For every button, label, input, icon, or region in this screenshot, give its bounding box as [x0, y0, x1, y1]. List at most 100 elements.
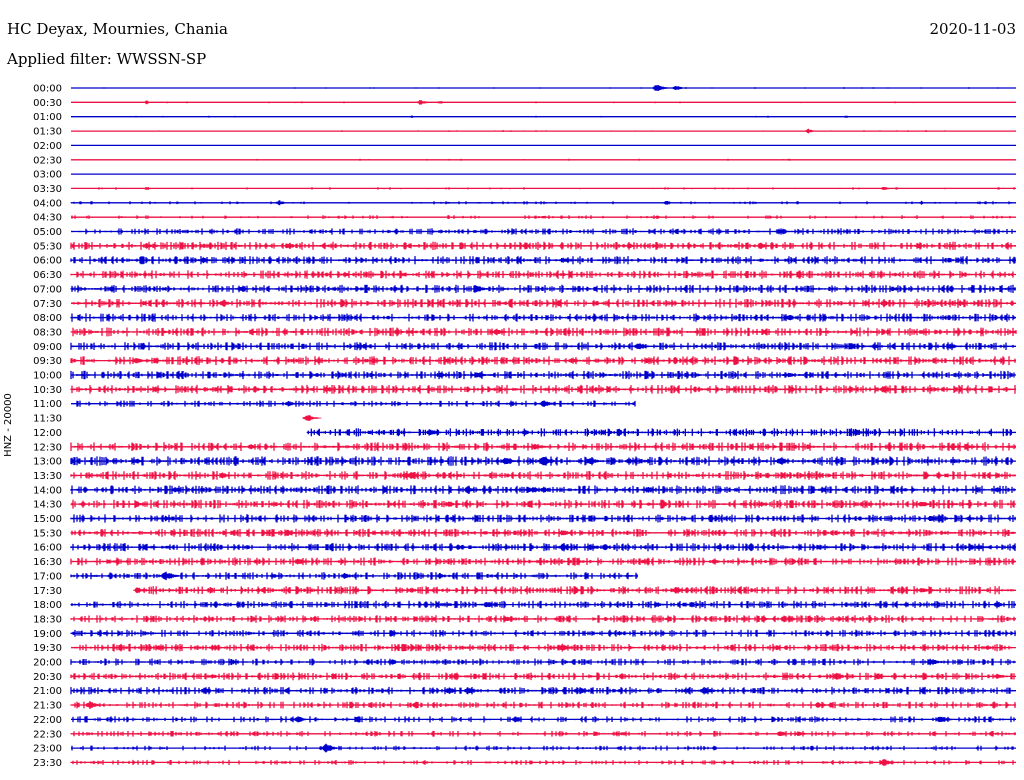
tick-label: 22:30: [33, 729, 62, 740]
tick-label: 13:00: [33, 457, 62, 468]
trace-line: [70, 270, 1016, 279]
tick-label: 09:00: [33, 342, 62, 353]
trace-line: [70, 471, 1016, 480]
trace-line: [70, 730, 1016, 737]
trace-line: [70, 384, 1016, 394]
tick-label: 22:00: [33, 715, 62, 726]
tick-label: 08:00: [33, 313, 62, 324]
tick-label: 03:30: [33, 184, 62, 195]
trace-line: [70, 327, 1017, 337]
tick-label: 14:30: [33, 500, 62, 511]
trace-line: [70, 499, 1016, 509]
tick-label: 18:30: [33, 614, 62, 625]
trace-line: [70, 615, 1016, 623]
trace-line: [306, 428, 1016, 437]
tick-label: 11:30: [33, 414, 62, 425]
trace-line: [70, 342, 1016, 351]
filter-label: Applied filter: WWSSN-SP: [7, 50, 207, 68]
trace-line: [70, 672, 1016, 681]
tick-label: 11:00: [33, 399, 62, 410]
tick-label: 21:30: [33, 701, 62, 712]
trace-line: [70, 543, 1016, 552]
trace-line: [70, 370, 1016, 380]
tick-label: 06:00: [33, 256, 62, 267]
trace-line: [70, 256, 1016, 265]
trace-line: [70, 571, 638, 581]
tick-label: 20:30: [33, 672, 62, 683]
trace-line: [70, 241, 1016, 250]
tick-label: 05:00: [33, 227, 62, 238]
trace-line: [71, 115, 1016, 118]
tick-label: 00:00: [33, 84, 62, 95]
trace-line: [133, 586, 1016, 595]
trace-line: [71, 716, 1016, 723]
trace-line: [71, 144, 1016, 147]
tick-label: 15:00: [33, 514, 62, 525]
tick-label: 01:00: [33, 112, 62, 123]
trace-line: [70, 629, 1016, 637]
tick-label: 10:30: [33, 385, 62, 396]
trace-line: [70, 485, 1016, 495]
tick-label: 12:00: [33, 428, 62, 439]
tick-label: 19:00: [33, 629, 62, 640]
tick-label: 18:00: [33, 600, 62, 611]
tick-label: 20:00: [33, 658, 62, 669]
tick-label: 12:30: [33, 442, 62, 453]
tick-label: 17:00: [33, 571, 62, 582]
station-title: HC Deyax, Mournies, Chania: [7, 20, 228, 38]
tick-label: 00:30: [33, 98, 62, 109]
trace-line: [71, 158, 1016, 161]
tick-label: 17:30: [33, 586, 62, 597]
trace-line: [71, 100, 1016, 105]
tick-label: 14:00: [33, 485, 62, 496]
tick-label: 08:30: [33, 327, 62, 338]
trace-line: [70, 442, 1016, 452]
trace-line: [70, 528, 1016, 537]
tick-label: 19:30: [33, 643, 62, 654]
trace-line: [71, 298, 1016, 308]
tick-label: 16:00: [33, 543, 62, 554]
trace-line: [71, 743, 1016, 753]
trace-line: [70, 701, 1016, 709]
tick-label: 04:30: [33, 213, 62, 224]
tick-label: 04:00: [33, 198, 62, 209]
trace-line: [71, 228, 1016, 235]
trace-line: [70, 456, 1016, 466]
tick-label: 07:30: [33, 299, 62, 310]
trace-line: [70, 686, 1016, 695]
tick-label: 15:30: [33, 528, 62, 539]
tick-label: 06:30: [33, 270, 62, 281]
tick-label: 02:00: [33, 141, 62, 152]
tick-label: 23:30: [33, 758, 62, 769]
tick-label: 13:30: [33, 471, 62, 482]
trace-line: [70, 200, 1016, 206]
trace-line: [70, 284, 1016, 293]
tick-label: 23:00: [33, 744, 62, 755]
tick-label: 01:30: [33, 127, 62, 138]
tick-label: 05:30: [33, 241, 62, 252]
tick-label: 21:00: [33, 686, 62, 697]
trace-line: [70, 313, 1016, 322]
tick-label: 16:30: [33, 557, 62, 568]
trace-line: [70, 600, 1016, 609]
trace-line: [70, 557, 1016, 566]
trace-line: [71, 643, 1016, 652]
tick-label: 07:00: [33, 284, 62, 295]
trace-line: [70, 658, 1016, 666]
trace-line: [70, 514, 1016, 523]
tick-label: 02:30: [33, 155, 62, 166]
tick-label: 10:00: [33, 371, 62, 382]
trace-line: [302, 415, 322, 421]
trace-line: [70, 759, 1016, 766]
trace-line: [71, 187, 1016, 190]
trace-line: [70, 356, 1016, 366]
trace-line: [71, 215, 1016, 219]
trace-line: [71, 128, 1016, 134]
record-date: 2020-11-03: [929, 20, 1016, 38]
trace-line: [71, 173, 1016, 175]
tick-label: 03:00: [33, 170, 62, 181]
trace-line: [71, 400, 636, 407]
trace-line: [71, 85, 1016, 91]
tick-label: 09:30: [33, 356, 62, 367]
